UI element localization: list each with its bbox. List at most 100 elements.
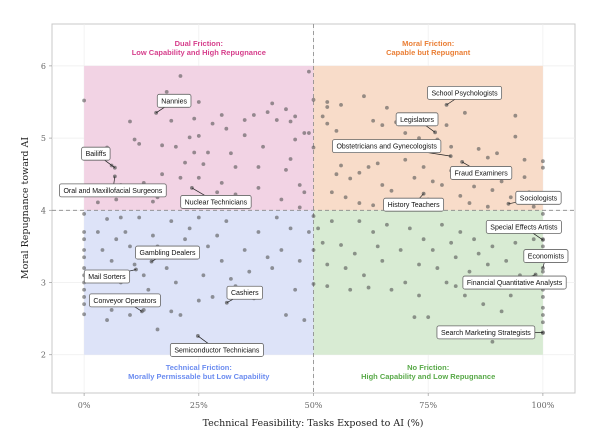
data-point [495,151,499,155]
label-text: Economists [528,254,565,261]
data-point [119,216,123,220]
data-point [266,110,270,114]
data-point [523,175,527,179]
data-point [96,200,100,204]
data-point [179,176,183,180]
data-point [335,172,339,176]
data-point [151,234,155,238]
data-point [257,165,261,169]
data-point [403,281,407,285]
data-point [417,294,421,298]
data-point [468,201,472,205]
data-point [82,288,86,292]
data-point [82,302,86,306]
data-point [146,288,150,292]
data-point [380,123,384,127]
data-point [325,122,329,126]
label-text: Conveyor Operators [93,298,157,305]
quadrant-subtitle-moral: Capable but Repugnant [386,48,471,57]
label-text: Oral and Maxillofacial Surgeons [63,188,162,195]
data-point [261,145,265,149]
data-point [215,190,219,194]
quadrant-subtitle-dual: Low Capability and High Repugnance [132,48,266,57]
data-point [325,100,329,104]
data-point [380,183,384,187]
data-point [491,245,495,249]
data-point [133,263,137,267]
data-point [541,166,545,170]
data-point [201,162,205,166]
data-point [408,226,412,230]
data-point [316,226,320,230]
data-point [224,127,228,131]
data-point [371,230,375,234]
data-point [174,281,178,285]
x-axis-ticks: 0%25%50%75%100% [78,393,555,410]
data-point [335,129,339,133]
data-point [357,201,361,205]
data-point [82,312,86,316]
data-point [321,241,325,245]
data-point [380,259,384,263]
data-point [220,113,224,117]
data-point [325,263,329,267]
data-point [289,226,293,230]
data-point [321,115,325,119]
data-point [440,223,444,227]
data-point [211,122,215,126]
data-point [541,212,545,216]
x-tick-label: 75% [419,401,437,410]
data-point [541,270,545,274]
data-point [509,195,513,199]
label-text: Search Marketing Strategists [441,330,531,337]
data-point [247,270,251,274]
label-text: Financial Quantitative Analysts [467,280,563,287]
data-point [302,131,306,135]
data-point [110,259,114,263]
data-point [270,102,274,106]
data-point [114,198,118,202]
y-tick-label: 3 [41,279,46,288]
quadrant-subtitle-technical: Morally Permissable but Low Capability [128,372,270,381]
data-point [325,284,329,288]
data-point [192,151,196,155]
data-point [454,284,458,288]
data-point [481,302,485,306]
data-point [509,294,513,298]
data-point [197,176,201,180]
data-point [289,157,293,161]
data-point [124,230,128,234]
data-point [422,165,426,169]
y-tick-label: 6 [41,62,46,71]
data-point [504,259,508,263]
data-point [435,266,439,270]
data-point [128,120,132,124]
label-text: Bailiffs [86,151,107,158]
data-point [188,226,192,230]
data-point [243,248,247,252]
label-text: Special Effects Artists [490,224,558,231]
data-point [486,205,490,209]
data-point [399,248,403,252]
data-point [105,318,109,322]
data-point [541,295,545,299]
data-point [284,107,288,111]
data-point [403,158,407,162]
data-point [82,230,86,234]
data-point [266,255,270,259]
data-point [192,117,196,121]
data-point [165,266,169,270]
quadrant-title-none: No Friction: [407,363,449,372]
data-point [390,189,394,193]
label-text: Semiconductor Technicians [174,347,260,354]
data-point [431,180,435,184]
data-point [101,248,105,252]
data-point [82,99,86,103]
x-tick-label: 0% [78,401,91,410]
quadrant-subtitle-none: High Capability and Low Repugnance [361,372,495,381]
x-tick-label: 100% [531,401,554,410]
data-point [500,180,504,184]
data-point [445,123,449,127]
data-point [220,181,224,185]
